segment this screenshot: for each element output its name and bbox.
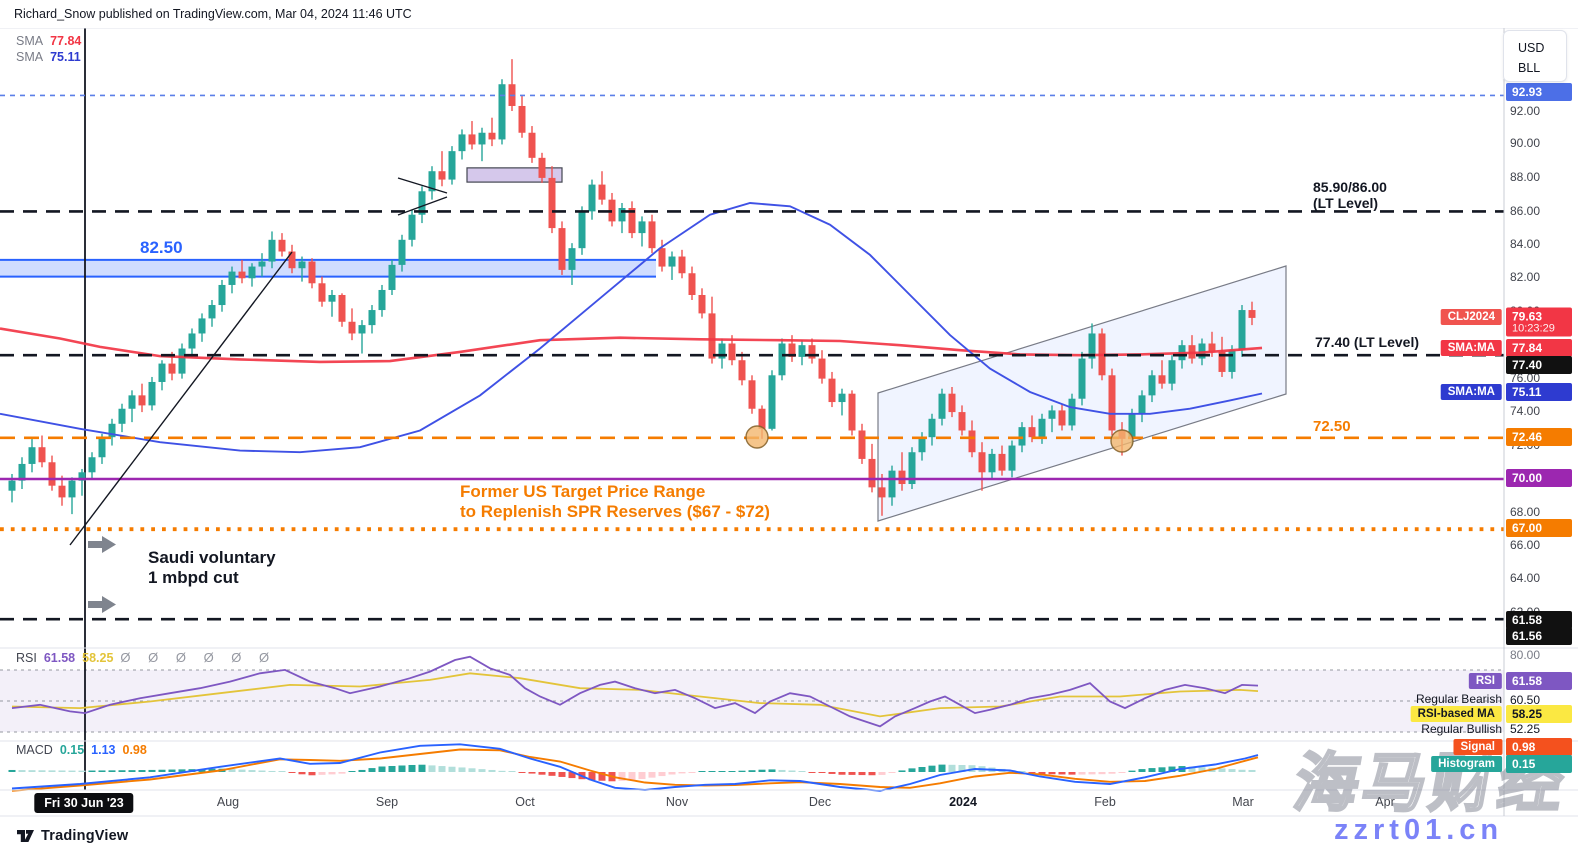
time-axis-label: Oct xyxy=(515,795,535,809)
pennant-line xyxy=(397,196,448,216)
axis-value-badge: 70.00 xyxy=(1506,469,1572,487)
price-tick-label: 64.00 xyxy=(1510,571,1541,585)
sma-blue-line xyxy=(0,202,1263,454)
publish-bar: Richard_Snow published on TradingView.co… xyxy=(0,0,1578,28)
rsi-pane-header[interactable]: RSI 61.58 58.25 Ø Ø Ø Ø Ø Ø xyxy=(16,650,283,665)
axis-value-badge: 77.40 xyxy=(1506,356,1572,374)
time-axis-label: 2024 xyxy=(949,795,977,809)
macd-line xyxy=(11,743,1259,792)
series-name-badge: Signal xyxy=(1453,739,1502,755)
time-axis-label: Feb xyxy=(1094,795,1116,809)
rsi-empty-values: Ø Ø Ø Ø Ø Ø xyxy=(120,650,277,665)
time-axis-label: Aug xyxy=(216,795,240,809)
text-annotation: 85.90/86.00 (LT Level) xyxy=(1313,179,1387,212)
price-tick-label: 60.50 xyxy=(1510,693,1541,707)
tradingview-logo-icon xyxy=(17,830,34,842)
unit-selector[interactable]: USD BLL xyxy=(1503,30,1567,82)
resistance-band xyxy=(0,259,656,277)
event-arrow-icon xyxy=(88,596,116,613)
macd-pane-header[interactable]: MACD 0.15 1.13 0.98 xyxy=(16,743,154,757)
event-arrow-icon xyxy=(88,536,116,553)
axis-value-badge: 61.56 xyxy=(1506,627,1572,645)
rsi-value: 61.58 xyxy=(43,651,76,665)
order-block-box xyxy=(466,167,563,183)
price-tick-label: 86.00 xyxy=(1510,204,1541,218)
sma1-value: 77.84 xyxy=(50,34,82,48)
sma-legend-row-1[interactable]: SMA 77.84 xyxy=(16,33,81,49)
price-tick-label: 92.00 xyxy=(1510,104,1541,118)
sma2-value: 75.11 xyxy=(50,50,81,64)
price-tick-label: 80.00 xyxy=(1510,648,1541,662)
text-annotation: 77.40 (LT Level) xyxy=(1315,334,1420,350)
pennant-line xyxy=(397,177,448,194)
text-annotation: 82.50 xyxy=(140,238,183,257)
series-name-badge: CLJ2024 xyxy=(1440,309,1502,325)
unit-option[interactable]: BLL xyxy=(1518,61,1541,75)
price-tick-label: 76.00 xyxy=(1510,371,1541,385)
axis-value-badge: 72.46 xyxy=(1506,428,1572,446)
touch-circle-marker xyxy=(1110,429,1134,453)
footer: TradingView xyxy=(16,826,128,845)
tradingview-brand-text: TradingView xyxy=(41,827,129,844)
price-tick-label: 74.00 xyxy=(1510,404,1541,418)
time-axis-date-badge: Fri 30 Jun '23 xyxy=(34,793,134,813)
axis-value-badge: 0.15 xyxy=(1506,755,1572,773)
text-annotation: 72.50 xyxy=(1313,418,1351,435)
price-tick-label: 88.00 xyxy=(1510,170,1541,184)
price-tick-label: 90.00 xyxy=(1510,136,1541,150)
rsi-ma-value: 58.25 xyxy=(82,651,114,665)
price-tick-label: 68.00 xyxy=(1510,505,1541,519)
rsi-label: RSI xyxy=(16,651,37,665)
time-axis-label: Dec xyxy=(808,795,832,809)
price-tick-label: 66.00 xyxy=(1510,538,1541,552)
macd-hist-value: 0.15 xyxy=(59,743,85,757)
candlestick-series xyxy=(8,59,1256,516)
text-annotation: Former US Target Price Range to Replenish… xyxy=(460,482,770,521)
touch-circle-marker xyxy=(745,425,769,449)
axis-value-badge: 92.93 xyxy=(1506,83,1572,101)
axis-value-badge: 77.84 xyxy=(1506,339,1572,357)
currency-option[interactable]: USD xyxy=(1518,41,1545,55)
time-axis-label: Sep xyxy=(375,795,399,809)
axis-value-badge: 75.11 xyxy=(1506,383,1572,401)
divergence-label: Regular Bearish xyxy=(1415,692,1502,706)
axis-value-badge: 0.98 xyxy=(1506,738,1572,756)
macd-line-value: 1.13 xyxy=(91,743,116,757)
countdown-timer: 10:23:29 xyxy=(1512,322,1555,335)
sma2-label: SMA xyxy=(16,50,44,64)
text-annotation: Saudi voluntary 1 mbpd cut xyxy=(148,548,276,587)
time-axis-label: Nov xyxy=(665,795,689,809)
sma-legend: SMA 77.84 SMA 75.11 xyxy=(16,33,81,65)
axis-value-badge: 61.58 xyxy=(1506,672,1572,690)
watermark-url: zzrt01.cn xyxy=(1334,814,1504,846)
sma1-label: SMA xyxy=(16,34,44,48)
macd-signal-value: 0.98 xyxy=(122,743,147,757)
time-axis-label: Mar xyxy=(1232,795,1254,809)
series-name-badge: RSI-based MA xyxy=(1410,706,1502,722)
series-name-badge: Histogram xyxy=(1431,756,1502,772)
divergence-label: Regular Bullish xyxy=(1421,722,1502,736)
axis-value-badge: 67.00 xyxy=(1506,519,1572,537)
axis-value-badge: 58.25 xyxy=(1506,705,1572,723)
macd-label: MACD xyxy=(16,743,53,757)
series-name-badge: RSI xyxy=(1468,673,1502,689)
price-tick-label: 52.25 xyxy=(1510,722,1541,736)
price-tick-label: 82.00 xyxy=(1510,270,1541,284)
series-name-badge: SMA:MA xyxy=(1440,340,1502,356)
sma-legend-row-2[interactable]: SMA 75.11 xyxy=(16,49,81,65)
rsi-line xyxy=(11,655,1259,728)
trendline xyxy=(69,251,293,546)
axis-value-badge: 61.58 xyxy=(1506,611,1572,629)
time-axis-label: Apr xyxy=(1375,795,1395,809)
axis-value-badge: 79.63 10:23:29 xyxy=(1506,307,1572,337)
publish-text: Richard_Snow published on TradingView.co… xyxy=(14,7,412,21)
price-tick-label: 84.00 xyxy=(1510,237,1541,251)
rsi-ma-line xyxy=(11,672,1259,718)
series-name-badge: SMA:MA xyxy=(1440,384,1502,400)
